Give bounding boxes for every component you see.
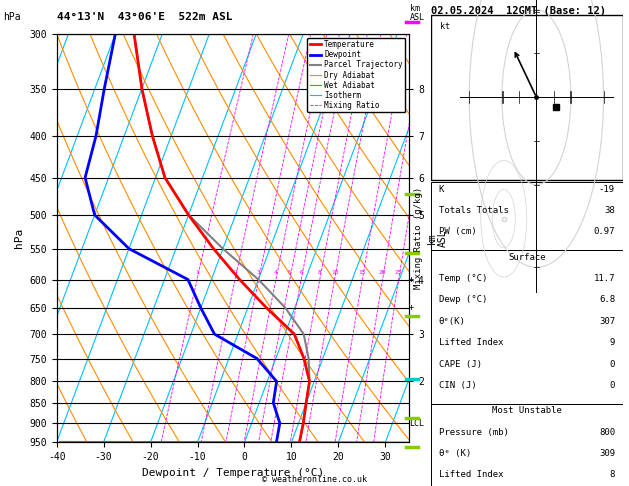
Text: 9: 9 [610, 338, 615, 347]
Y-axis label: km
ASL: km ASL [426, 229, 448, 247]
Text: Surface: Surface [508, 253, 545, 262]
Legend: Temperature, Dewpoint, Parcel Trajectory, Dry Adiabat, Wet Adiabat, Isotherm, Mi: Temperature, Dewpoint, Parcel Trajectory… [308, 38, 405, 112]
Text: 800: 800 [599, 428, 615, 437]
Text: LCL: LCL [409, 418, 424, 428]
Bar [431, 404, 623, 486]
Text: © weatheronline.co.uk: © weatheronline.co.uk [262, 474, 367, 484]
Text: 20: 20 [379, 270, 386, 276]
Text: 4: 4 [274, 270, 278, 276]
Text: K: K [438, 185, 444, 194]
Text: 25: 25 [395, 270, 403, 276]
Bar [431, 182, 623, 250]
Text: Mixing Ratio (g/kg): Mixing Ratio (g/kg) [414, 187, 423, 289]
Text: km
ASL: km ASL [410, 4, 425, 22]
Y-axis label: hPa: hPa [14, 228, 24, 248]
Text: 5: 5 [288, 270, 292, 276]
Text: Temp (°C): Temp (°C) [438, 274, 487, 283]
Text: 0: 0 [610, 360, 615, 369]
Text: 15: 15 [359, 270, 366, 276]
Text: Totals Totals: Totals Totals [438, 206, 508, 215]
Text: 2: 2 [233, 270, 237, 276]
Text: PW (cm): PW (cm) [438, 227, 476, 237]
Text: 6: 6 [299, 270, 303, 276]
Text: CIN (J): CIN (J) [438, 381, 476, 390]
Bar [431, 15, 623, 180]
Text: θᵉ (K): θᵉ (K) [438, 449, 470, 458]
Text: 0.97: 0.97 [594, 227, 615, 237]
Text: 38: 38 [604, 206, 615, 215]
Text: -19: -19 [599, 185, 615, 194]
Text: 6.8: 6.8 [599, 295, 615, 305]
Text: hPa: hPa [3, 12, 21, 22]
Text: 307: 307 [599, 317, 615, 326]
Text: Dewp (°C): Dewp (°C) [438, 295, 487, 305]
Text: CAPE (J): CAPE (J) [438, 360, 482, 369]
Bar [431, 250, 623, 404]
Text: 1: 1 [195, 270, 199, 276]
Text: 11.7: 11.7 [594, 274, 615, 283]
Text: 3: 3 [257, 270, 260, 276]
Text: Lifted Index: Lifted Index [438, 470, 503, 480]
Text: Pressure (mb): Pressure (mb) [438, 428, 508, 437]
Text: 0: 0 [610, 381, 615, 390]
Text: kt: kt [440, 22, 450, 31]
Text: 02.05.2024  12GMT (Base: 12): 02.05.2024 12GMT (Base: 12) [431, 5, 606, 16]
Text: 44°13'N  43°06'E  522m ASL: 44°13'N 43°06'E 522m ASL [57, 12, 232, 22]
Text: 10: 10 [331, 270, 338, 276]
Text: Lifted Index: Lifted Index [438, 338, 503, 347]
Text: +: + [409, 303, 414, 312]
Text: θᵉ(K): θᵉ(K) [438, 317, 465, 326]
Text: +: + [409, 275, 414, 284]
Text: 8: 8 [610, 470, 615, 480]
Text: Most Unstable: Most Unstable [492, 406, 562, 416]
X-axis label: Dewpoint / Temperature (°C): Dewpoint / Temperature (°C) [142, 468, 324, 478]
Text: 8: 8 [318, 270, 321, 276]
Text: 309: 309 [599, 449, 615, 458]
